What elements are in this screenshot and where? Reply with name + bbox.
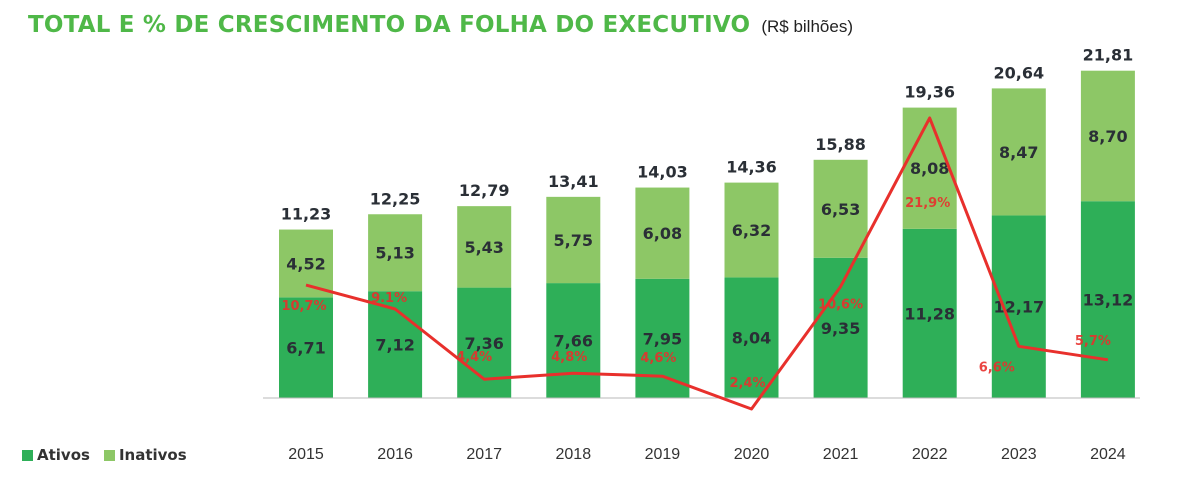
inativos-label-2021: 6,53 <box>821 200 860 219</box>
bar-inativos-2023 <box>991 88 1046 216</box>
bar-inativos-2017 <box>457 206 512 288</box>
x-tick-2023: 2023 <box>1001 446 1037 463</box>
total-label-2015: 11,23 <box>281 205 332 224</box>
x-tick-2015: 2015 <box>288 446 324 463</box>
growth-label-2018: 4,8% <box>551 350 587 365</box>
x-tick-2019: 2019 <box>645 446 681 463</box>
inativos-label-2022: 8,08 <box>910 159 949 178</box>
bar-ativos-2024 <box>1080 201 1135 398</box>
inativos-label-2016: 5,13 <box>375 244 414 263</box>
ativos-label-2018: 7,66 <box>554 332 593 351</box>
growth-line <box>305 116 1109 411</box>
total-label-2021: 15,88 <box>815 135 866 154</box>
chart-subtitle: (R$ bilhões) <box>761 17 853 36</box>
ativos-label-2022: 11,28 <box>904 304 955 323</box>
inativos-label-2015: 4,52 <box>286 254 325 273</box>
growth-label-2019: 4,6% <box>640 351 676 366</box>
x-tick-2021: 2021 <box>823 446 859 463</box>
legend-item-ativos: Ativos <box>22 446 90 464</box>
x-tick-2024: 2024 <box>1090 446 1126 463</box>
total-label-2017: 12,79 <box>459 181 510 200</box>
growth-label-2022: 21,9% <box>905 196 950 211</box>
bar-ativos-2015 <box>279 297 333 398</box>
ativos-label-2017: 7,36 <box>464 334 503 353</box>
growth-label-2023: 6,6% <box>979 360 1015 375</box>
chart-legend: Ativos Inativos <box>22 446 187 464</box>
x-tick-2022: 2022 <box>912 446 948 463</box>
total-label-2022: 19,36 <box>904 83 955 102</box>
x-tick-2016: 2016 <box>377 446 413 463</box>
ativos-label-2020: 8,04 <box>732 329 771 348</box>
ativos-label-2015: 6,71 <box>286 339 325 358</box>
inativos-label-2018: 5,75 <box>554 231 593 250</box>
bar-inativos-2019 <box>635 187 690 279</box>
legend-label-ativos: Ativos <box>37 446 90 464</box>
bar-inativos-2021 <box>813 159 868 258</box>
growth-label-2015: 10,7% <box>281 299 326 314</box>
legend-swatch-inativos <box>103 449 115 461</box>
legend-label-inativos: Inativos <box>118 446 187 464</box>
x-tick-2017: 2017 <box>466 446 502 463</box>
bar-inativos-2018 <box>546 196 601 284</box>
chart-title: TOTAL E % DE CRESCIMENTO DA FOLHA DO EXE… <box>28 12 751 38</box>
growth-label-2016: 9.1% <box>371 291 407 306</box>
bar-inativos-2016 <box>368 214 423 292</box>
bar-ativos-2023 <box>991 215 1046 398</box>
inativos-label-2020: 6,32 <box>732 221 771 240</box>
chart-header: TOTAL E % DE CRESCIMENTO DA FOLHA DO EXE… <box>28 12 853 38</box>
total-label-2019: 14,03 <box>637 163 688 182</box>
bar-ativos-2021 <box>813 257 868 398</box>
total-label-2018: 13,41 <box>548 172 599 191</box>
total-label-2024: 21,81 <box>1083 46 1134 65</box>
growth-label-2024: 5,7% <box>1075 334 1111 349</box>
ativos-label-2016: 7,12 <box>375 336 414 355</box>
inativos-label-2017: 5,43 <box>464 238 503 257</box>
total-label-2023: 20,64 <box>993 63 1044 82</box>
growth-label-2020: 2,4% <box>729 376 765 391</box>
x-tick-2018: 2018 <box>556 446 592 463</box>
inativos-label-2023: 8,47 <box>999 143 1038 162</box>
growth-label-2021: 10,6% <box>818 298 863 313</box>
bar-ativos-2022 <box>902 228 957 398</box>
legend-item-inativos: Inativos <box>103 446 187 464</box>
inativos-label-2024: 8,70 <box>1088 127 1127 146</box>
inativos-label-2019: 6,08 <box>643 224 682 243</box>
bar-ativos-2019 <box>635 278 690 398</box>
bar-ativos-2020 <box>724 277 779 398</box>
ativos-label-2019: 7,95 <box>643 329 682 348</box>
bar-inativos-2024 <box>1080 70 1135 202</box>
growth-label-2017: 4,4% <box>456 350 492 365</box>
ativos-label-2021: 9,35 <box>821 319 860 338</box>
x-tick-2020: 2020 <box>734 446 770 463</box>
total-label-2020: 14,36 <box>726 158 777 177</box>
legend-swatch-ativos <box>22 449 33 461</box>
total-label-2016: 12,25 <box>370 189 421 208</box>
ativos-label-2024: 13,12 <box>1083 291 1134 310</box>
bar-ativos-2018 <box>546 283 601 398</box>
bar-inativos-2020 <box>724 182 779 278</box>
